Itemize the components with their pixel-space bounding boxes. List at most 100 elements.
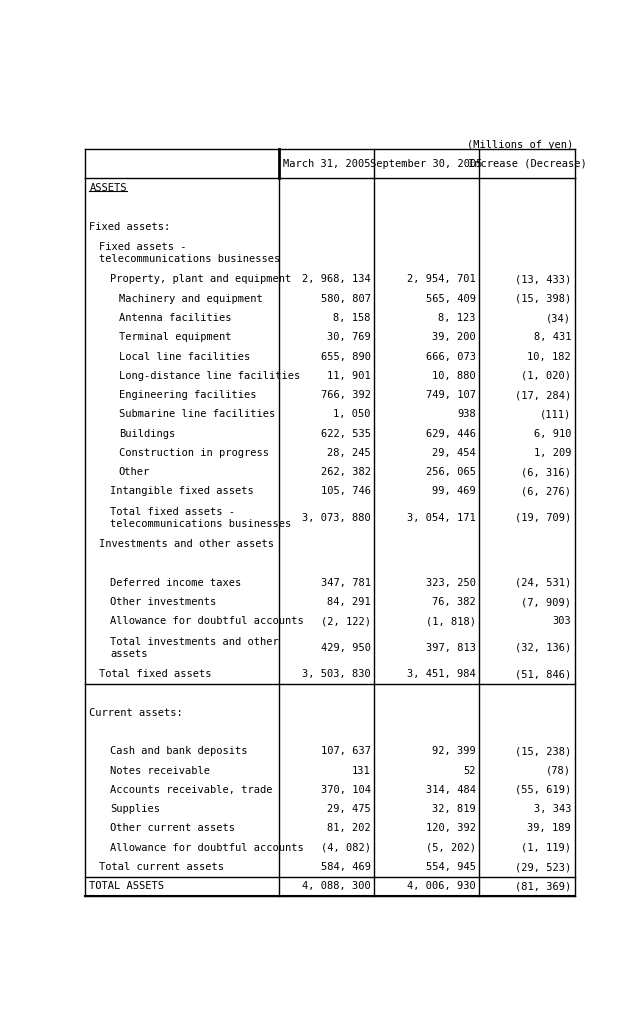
- Text: 99, 469: 99, 469: [432, 486, 476, 496]
- Text: (29, 523): (29, 523): [515, 862, 571, 872]
- Text: (6, 316): (6, 316): [521, 467, 571, 477]
- Text: (Millions of yen): (Millions of yen): [467, 141, 573, 150]
- Text: Intangible fixed assets: Intangible fixed assets: [110, 486, 254, 496]
- Text: 4, 006, 930: 4, 006, 930: [407, 882, 476, 892]
- Text: 120, 392: 120, 392: [426, 824, 476, 833]
- Text: Property, plant and equipment: Property, plant and equipment: [110, 274, 291, 284]
- Text: (7, 909): (7, 909): [521, 598, 571, 608]
- Text: (5, 202): (5, 202): [426, 843, 476, 852]
- Text: 92, 399: 92, 399: [432, 746, 476, 756]
- Text: Other investments: Other investments: [110, 598, 216, 608]
- Text: Cash and bank deposits: Cash and bank deposits: [110, 746, 247, 756]
- Text: (2, 122): (2, 122): [321, 617, 370, 627]
- Text: 323, 250: 323, 250: [426, 578, 476, 587]
- Text: Fixed assets:: Fixed assets:: [90, 221, 171, 232]
- Text: 28, 245: 28, 245: [327, 448, 370, 458]
- Text: (1, 020): (1, 020): [521, 371, 571, 381]
- Text: Total investments and other
assets: Total investments and other assets: [110, 637, 279, 659]
- Text: Terminal equipment: Terminal equipment: [118, 333, 231, 343]
- Text: 39, 189: 39, 189: [527, 824, 571, 833]
- Text: 666, 073: 666, 073: [426, 352, 476, 362]
- Text: Accounts receivable, trade: Accounts receivable, trade: [110, 785, 272, 795]
- Text: March 31, 2005: March 31, 2005: [283, 159, 370, 169]
- Text: Allowance for doubtful accounts: Allowance for doubtful accounts: [110, 617, 304, 627]
- Text: Buildings: Buildings: [118, 429, 175, 439]
- Text: 262, 382: 262, 382: [321, 467, 370, 477]
- Text: 429, 950: 429, 950: [321, 643, 370, 653]
- Text: 314, 484: 314, 484: [426, 785, 476, 795]
- Text: Total fixed assets: Total fixed assets: [99, 669, 212, 679]
- Text: 397, 813: 397, 813: [426, 643, 476, 653]
- Text: 749, 107: 749, 107: [426, 390, 476, 400]
- Text: 303: 303: [553, 617, 571, 627]
- Text: 10, 880: 10, 880: [432, 371, 476, 381]
- Text: (15, 398): (15, 398): [515, 294, 571, 303]
- Text: (32, 136): (32, 136): [515, 643, 571, 653]
- Text: 370, 104: 370, 104: [321, 785, 370, 795]
- Text: (111): (111): [540, 409, 571, 420]
- Text: Supplies: Supplies: [110, 804, 160, 814]
- Text: 10, 182: 10, 182: [527, 352, 571, 362]
- Text: 938: 938: [457, 409, 476, 420]
- Text: (13, 433): (13, 433): [515, 274, 571, 284]
- Text: Engineering facilities: Engineering facilities: [118, 390, 256, 400]
- Text: (15, 238): (15, 238): [515, 746, 571, 756]
- Text: 3, 054, 171: 3, 054, 171: [407, 513, 476, 523]
- Text: (6, 276): (6, 276): [521, 486, 571, 496]
- Text: 30, 769: 30, 769: [327, 333, 370, 343]
- Text: (19, 709): (19, 709): [515, 513, 571, 523]
- Text: 580, 807: 580, 807: [321, 294, 370, 303]
- Text: 2, 968, 134: 2, 968, 134: [302, 274, 370, 284]
- Text: (55, 619): (55, 619): [515, 785, 571, 795]
- Text: Total current assets: Total current assets: [99, 862, 224, 872]
- Text: 8, 431: 8, 431: [534, 333, 571, 343]
- Text: Increase (Decrease): Increase (Decrease): [468, 159, 586, 169]
- Text: 3, 451, 984: 3, 451, 984: [407, 669, 476, 679]
- Text: Total fixed assets -
telecommunications businesses: Total fixed assets - telecommunications …: [110, 508, 291, 529]
- Text: 52: 52: [463, 765, 476, 775]
- Text: 105, 746: 105, 746: [321, 486, 370, 496]
- Text: 256, 065: 256, 065: [426, 467, 476, 477]
- Text: Local line facilities: Local line facilities: [118, 352, 250, 362]
- Text: ASSETS: ASSETS: [90, 183, 127, 193]
- Text: Current assets:: Current assets:: [90, 708, 183, 718]
- Text: 76, 382: 76, 382: [432, 598, 476, 608]
- Text: Antenna facilities: Antenna facilities: [118, 313, 231, 323]
- Text: (81, 369): (81, 369): [515, 882, 571, 892]
- Text: 2, 954, 701: 2, 954, 701: [407, 274, 476, 284]
- Text: 1, 050: 1, 050: [333, 409, 370, 420]
- Text: Investments and other assets: Investments and other assets: [99, 539, 274, 549]
- Text: 3, 073, 880: 3, 073, 880: [302, 513, 370, 523]
- Text: Allowance for doubtful accounts: Allowance for doubtful accounts: [110, 843, 304, 852]
- Text: (34): (34): [546, 313, 571, 323]
- Text: (78): (78): [546, 765, 571, 775]
- Text: (1, 818): (1, 818): [426, 617, 476, 627]
- Text: (51, 846): (51, 846): [515, 669, 571, 679]
- Text: 3, 503, 830: 3, 503, 830: [302, 669, 370, 679]
- Text: 29, 454: 29, 454: [432, 448, 476, 458]
- Text: 655, 890: 655, 890: [321, 352, 370, 362]
- Text: 4, 088, 300: 4, 088, 300: [302, 882, 370, 892]
- Text: Machinery and equipment: Machinery and equipment: [118, 294, 263, 303]
- Text: 84, 291: 84, 291: [327, 598, 370, 608]
- Text: 565, 409: 565, 409: [426, 294, 476, 303]
- Text: 107, 637: 107, 637: [321, 746, 370, 756]
- Text: 11, 901: 11, 901: [327, 371, 370, 381]
- Text: 131: 131: [352, 765, 370, 775]
- Text: Other current assets: Other current assets: [110, 824, 235, 833]
- Text: (1, 119): (1, 119): [521, 843, 571, 852]
- Text: (24, 531): (24, 531): [515, 578, 571, 587]
- Text: 622, 535: 622, 535: [321, 429, 370, 439]
- Text: Other: Other: [118, 467, 150, 477]
- Text: (17, 284): (17, 284): [515, 390, 571, 400]
- Text: 347, 781: 347, 781: [321, 578, 370, 587]
- Text: Submarine line facilities: Submarine line facilities: [118, 409, 275, 420]
- Text: 39, 200: 39, 200: [432, 333, 476, 343]
- Text: Fixed assets -
telecommunications businesses: Fixed assets - telecommunications busine…: [99, 243, 280, 264]
- Text: September 30, 2005: September 30, 2005: [370, 159, 483, 169]
- Text: 81, 202: 81, 202: [327, 824, 370, 833]
- Text: 584, 469: 584, 469: [321, 862, 370, 872]
- Text: Notes receivable: Notes receivable: [110, 765, 210, 775]
- Text: Long-distance line facilities: Long-distance line facilities: [118, 371, 300, 381]
- Text: 8, 123: 8, 123: [438, 313, 476, 323]
